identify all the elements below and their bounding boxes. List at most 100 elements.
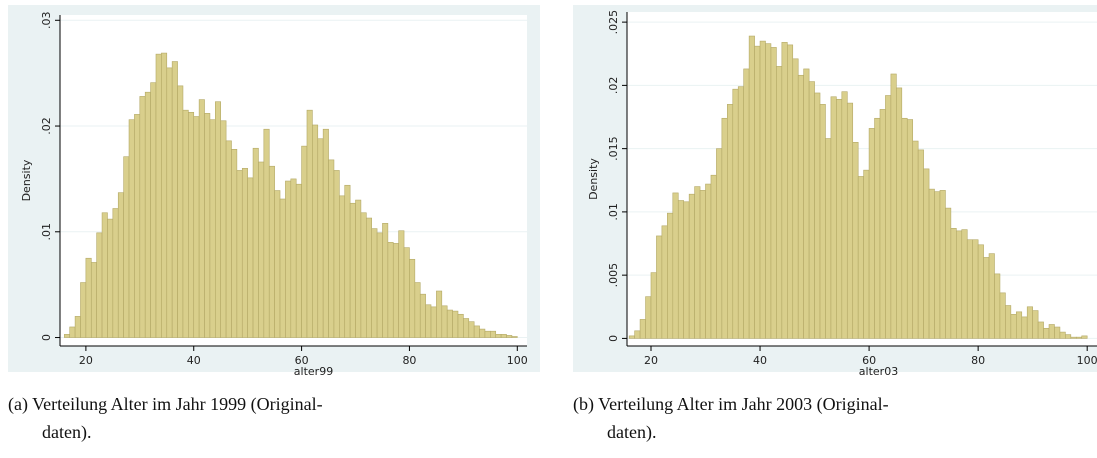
bar <box>787 44 794 339</box>
bar <box>863 169 870 339</box>
bar <box>672 192 679 339</box>
bar <box>112 208 119 338</box>
bar <box>468 321 475 338</box>
bar <box>928 188 935 339</box>
bar <box>966 239 973 339</box>
bar <box>139 96 146 338</box>
bar <box>677 200 685 339</box>
bar <box>683 201 690 339</box>
y-tick-label: 0 <box>607 335 620 342</box>
bar <box>639 319 646 339</box>
bar <box>171 61 178 338</box>
bar <box>890 73 897 339</box>
bar <box>403 247 410 338</box>
bar <box>846 102 854 339</box>
bar <box>634 330 641 339</box>
bar <box>906 119 914 339</box>
bar <box>506 335 513 338</box>
bar <box>688 193 695 339</box>
bar <box>956 230 963 339</box>
bar <box>285 180 292 338</box>
y-tick-label: .02 <box>40 117 53 134</box>
bar <box>732 88 739 339</box>
bar <box>1075 336 1083 339</box>
bar <box>382 223 389 338</box>
bar <box>306 109 313 338</box>
bar <box>166 67 173 338</box>
bar <box>155 53 162 338</box>
bar <box>934 191 941 339</box>
caption: (b) Verteilung Alter im Jahr 2003 (Origi… <box>573 394 889 415</box>
bar <box>301 145 308 338</box>
bar <box>258 161 265 338</box>
bar <box>759 40 766 339</box>
bar <box>1016 311 1023 339</box>
bar <box>128 119 135 338</box>
x-axis-label: alter03 <box>859 365 898 378</box>
bar <box>792 58 799 339</box>
x-tick-label: 20 <box>644 354 658 367</box>
y-tick-label: .03 <box>40 12 53 30</box>
bar <box>511 336 518 338</box>
bar <box>441 305 448 338</box>
bar <box>479 328 486 338</box>
bar <box>150 82 157 338</box>
bar <box>650 272 657 339</box>
bar <box>398 230 405 338</box>
bar <box>819 104 826 339</box>
bar <box>961 229 968 339</box>
caption: (a) Verteilung Alter im Jahr 1999 (Origi… <box>8 394 323 415</box>
x-tick-label: 20 <box>79 354 93 367</box>
bar <box>101 212 108 338</box>
bar <box>1037 321 1044 339</box>
bar <box>727 104 734 339</box>
bar <box>781 42 788 339</box>
bar <box>765 43 772 339</box>
bar <box>667 212 674 339</box>
bar <box>808 81 815 339</box>
bar <box>355 199 362 338</box>
bar <box>814 92 821 339</box>
bar <box>387 242 394 338</box>
bar <box>90 262 97 338</box>
bar <box>972 239 979 339</box>
x-tick-label: 60 <box>295 354 309 367</box>
bar <box>797 74 804 339</box>
bar <box>500 334 507 338</box>
bar <box>694 186 701 339</box>
bar <box>215 101 221 338</box>
bar <box>80 282 87 338</box>
bar <box>263 128 270 338</box>
bar <box>161 52 168 338</box>
bar <box>1043 327 1050 339</box>
bar <box>1065 334 1072 339</box>
bar <box>312 124 319 338</box>
bar <box>225 140 232 338</box>
bar <box>295 183 302 338</box>
bar <box>177 85 184 338</box>
bar <box>117 192 124 338</box>
bar <box>446 309 453 338</box>
bar <box>371 228 378 338</box>
bar <box>349 202 356 338</box>
y-tick-label: 0 <box>40 334 53 341</box>
bar <box>188 111 195 338</box>
bar <box>252 147 259 338</box>
bar <box>209 119 216 338</box>
bar <box>841 91 848 339</box>
bar <box>803 68 810 339</box>
bar <box>430 306 437 338</box>
bar <box>339 195 346 338</box>
bar <box>268 165 275 338</box>
bar <box>360 212 367 338</box>
bar <box>495 334 502 338</box>
bar <box>912 140 919 339</box>
bar <box>220 120 227 338</box>
bar <box>279 198 286 338</box>
y-tick-label: .025 <box>607 10 620 35</box>
bar <box>463 318 470 338</box>
bar <box>656 235 663 339</box>
bar <box>419 293 426 338</box>
y-axis-label: Density <box>587 158 600 200</box>
bar <box>436 290 443 338</box>
